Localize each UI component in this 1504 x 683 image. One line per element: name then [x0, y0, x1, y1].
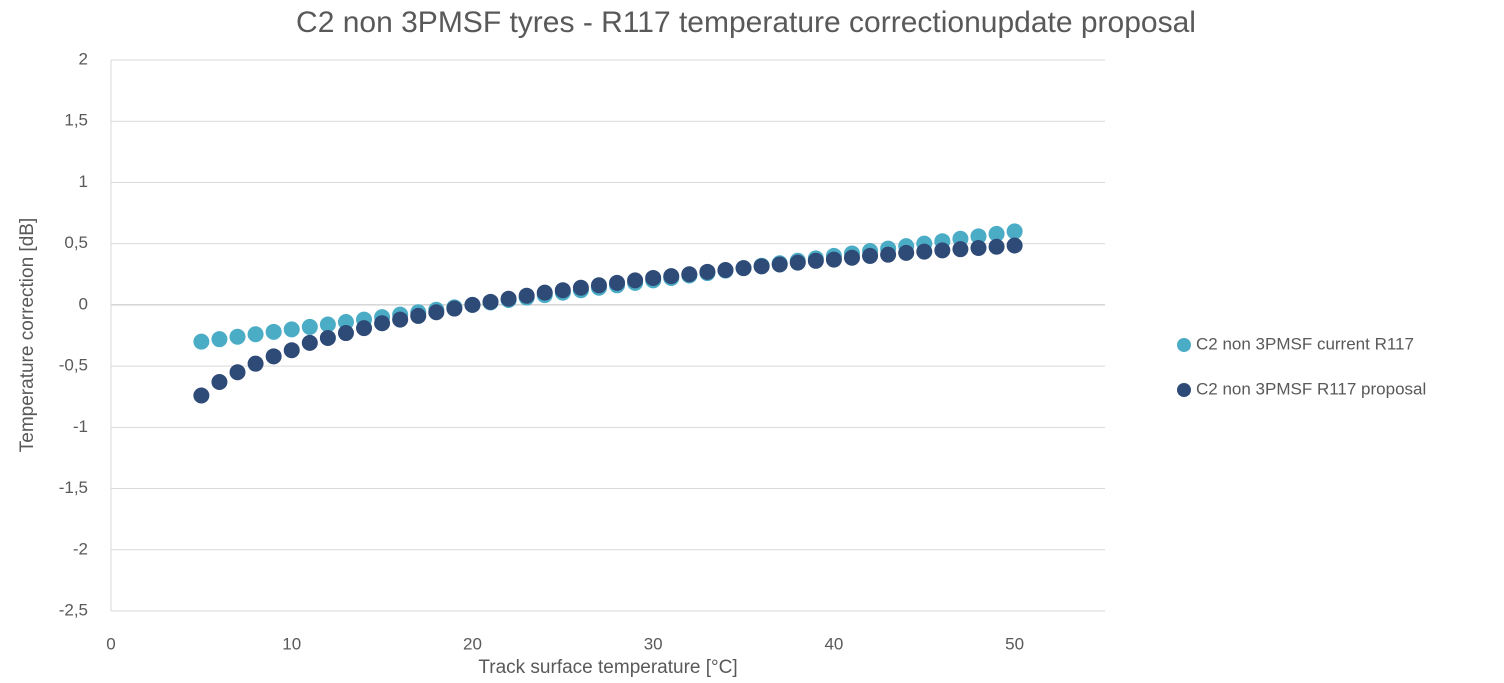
point: [319, 316, 336, 333]
point: [988, 225, 1005, 242]
y-axis-label: Temperature correction [dB]: [17, 218, 38, 452]
x-axis-label: Track surface temperature [°C]: [478, 657, 737, 678]
y-tick-label: 0: [79, 294, 88, 313]
y-tick-label: 2: [79, 49, 88, 68]
point: [193, 387, 210, 404]
point: [898, 244, 915, 261]
legend-label: C2 non 3PMSF current R117: [1196, 334, 1414, 353]
point: [916, 243, 933, 260]
x-tick-label: 30: [644, 634, 663, 653]
point: [988, 238, 1005, 255]
y-tick-label: -0,5: [59, 356, 88, 375]
point: [301, 318, 318, 335]
legend-marker: [1177, 338, 1191, 352]
x-tick-label: 50: [1005, 634, 1024, 653]
legend-label: C2 non 3PMSF R117 proposal: [1196, 379, 1426, 398]
point: [554, 282, 571, 299]
point: [753, 258, 770, 275]
point: [229, 328, 246, 345]
point: [663, 268, 680, 285]
point: [337, 325, 354, 342]
point: [627, 272, 644, 289]
point: [536, 284, 553, 301]
point: [410, 307, 427, 324]
point: [356, 320, 373, 337]
point: [735, 260, 752, 277]
point: [789, 254, 806, 271]
point: [518, 287, 535, 304]
point: [500, 290, 517, 307]
point: [645, 269, 662, 286]
x-tick-label: 10: [282, 634, 301, 653]
point: [211, 374, 228, 391]
y-tick-label: -1,5: [59, 478, 88, 497]
point: [337, 314, 354, 331]
point: [193, 333, 210, 350]
y-tick-label: -1: [73, 417, 88, 436]
point: [699, 263, 716, 280]
point: [1006, 237, 1023, 254]
point: [301, 334, 318, 351]
point: [247, 326, 264, 343]
point: [590, 277, 607, 294]
point: [843, 249, 860, 266]
point: [428, 304, 445, 321]
point: [211, 331, 228, 348]
point: [464, 296, 481, 313]
point: [1006, 223, 1023, 240]
point: [283, 321, 300, 338]
y-tick-label: 0,5: [64, 233, 88, 252]
point: [283, 342, 300, 359]
point: [265, 348, 282, 365]
y-tick-label: -2: [73, 539, 88, 558]
y-tick-label: 1,5: [64, 111, 88, 130]
point: [717, 261, 734, 278]
point: [771, 256, 788, 273]
y-tick-label: -2,5: [59, 600, 88, 619]
point: [229, 364, 246, 381]
point: [482, 293, 499, 310]
point: [970, 228, 987, 245]
legend-marker: [1177, 383, 1191, 397]
point: [681, 266, 698, 283]
point: [862, 247, 879, 264]
point: [392, 311, 409, 328]
point: [319, 329, 336, 346]
point: [374, 315, 391, 332]
point: [825, 251, 842, 268]
point: [572, 279, 589, 296]
point: [609, 274, 626, 291]
point: [446, 300, 463, 317]
y-tick-label: 1: [79, 172, 88, 191]
x-tick-label: 40: [824, 634, 843, 653]
point: [880, 246, 897, 263]
point: [952, 241, 969, 258]
x-tick-label: 20: [463, 634, 482, 653]
point: [247, 355, 264, 372]
point: [970, 239, 987, 256]
point: [807, 252, 824, 269]
x-tick-label: 0: [106, 634, 115, 653]
point: [934, 242, 951, 259]
chart-title: C2 non 3PMSF tyres - R117 temperature co…: [296, 6, 1196, 39]
point: [265, 323, 282, 340]
